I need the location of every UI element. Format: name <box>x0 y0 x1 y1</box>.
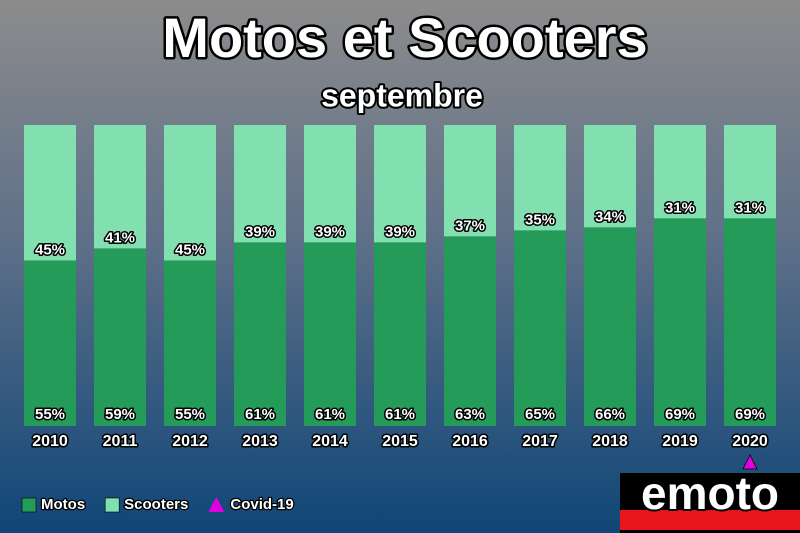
value-label: 41% <box>105 229 135 246</box>
x-tick-label: 2010 <box>32 433 68 450</box>
bar-segment <box>654 218 706 426</box>
bar-segment <box>654 125 706 219</box>
value-label: 39% <box>315 223 345 240</box>
value-label: 69% <box>735 406 765 423</box>
bar-segment <box>374 242 426 426</box>
logo: emoto <box>620 465 800 533</box>
legend-label: Scooters <box>124 496 188 513</box>
value-label: 61% <box>385 406 415 423</box>
legend-swatch <box>21 497 37 513</box>
bar-segment <box>304 242 356 426</box>
legend-label: Motos <box>41 496 85 513</box>
logo-text: emoto <box>641 467 779 519</box>
value-label: 55% <box>35 406 65 423</box>
x-tick-label: 2014 <box>312 433 348 450</box>
x-tick-label: 2013 <box>242 433 278 450</box>
bar-segment <box>374 125 426 243</box>
bar-segment <box>444 125 496 237</box>
bar-segment <box>724 125 776 219</box>
value-label: 31% <box>735 199 765 216</box>
value-label: 39% <box>385 223 415 240</box>
chart-subtitle: septembre <box>321 77 483 113</box>
value-label: 63% <box>455 406 485 423</box>
bar-segment <box>234 125 286 243</box>
x-tick-label: 2020 <box>732 433 768 450</box>
bar-segment <box>724 218 776 426</box>
chart-title: Motos et Scooters <box>162 6 647 69</box>
bar-segment <box>164 260 216 426</box>
value-label: 37% <box>455 217 485 234</box>
bar-segment <box>584 227 636 426</box>
value-label: 59% <box>105 406 135 423</box>
x-tick-label: 2018 <box>592 433 628 450</box>
bar-segment <box>514 230 566 426</box>
value-label: 65% <box>525 406 555 423</box>
value-label: 61% <box>315 406 345 423</box>
value-label: 45% <box>35 241 65 258</box>
legend-swatch <box>104 497 120 513</box>
x-tick-label: 2012 <box>172 433 208 450</box>
bar-segment <box>24 260 76 426</box>
bar-segment <box>164 125 216 261</box>
value-label: 31% <box>665 199 695 216</box>
value-label: 55% <box>175 406 205 423</box>
legend-marker <box>208 497 225 512</box>
x-tick-label: 2011 <box>103 433 138 450</box>
x-tick-label: 2017 <box>522 433 558 450</box>
bar-segment <box>444 236 496 426</box>
bar-segment <box>24 125 76 261</box>
value-label: 69% <box>665 406 695 423</box>
bar-segment <box>94 248 146 426</box>
value-label: 34% <box>595 208 625 225</box>
bar-segment <box>234 242 286 426</box>
bar-segment <box>304 125 356 243</box>
event-marker <box>742 454 758 470</box>
value-label: 45% <box>175 241 205 258</box>
value-label: 39% <box>245 223 275 240</box>
bar-segment <box>514 125 566 231</box>
bar-segment <box>94 125 146 249</box>
value-label: 66% <box>595 406 625 423</box>
logo-band <box>620 510 800 530</box>
x-tick-label: 2016 <box>452 433 488 450</box>
x-tick-label: 2019 <box>662 433 698 450</box>
x-tick-label: 2015 <box>382 433 418 450</box>
value-label: 35% <box>525 211 555 228</box>
value-label: 61% <box>245 406 275 423</box>
legend-label: Covid-19 <box>230 496 293 513</box>
bar-segment <box>584 125 636 228</box>
